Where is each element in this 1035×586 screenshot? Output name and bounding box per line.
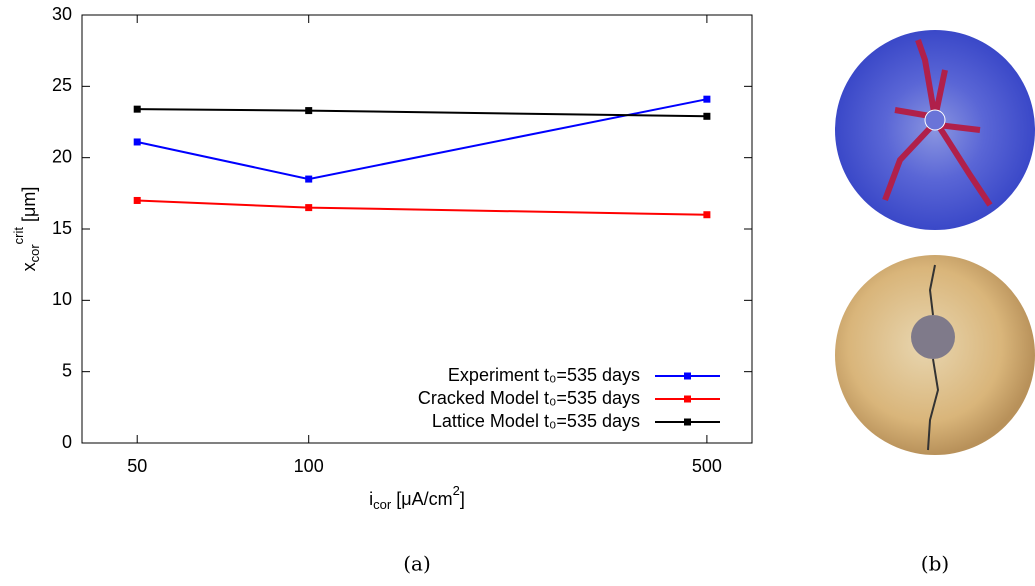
- x-tick-label: 50: [127, 456, 147, 476]
- point: [133, 196, 141, 204]
- y-tick-label: 25: [52, 75, 72, 95]
- legend-label: Lattice Model t₀=535 days: [432, 411, 640, 431]
- point: [133, 138, 141, 146]
- point: [305, 175, 313, 183]
- xlabel-part: ]: [460, 489, 465, 509]
- legend-marker: [684, 395, 691, 403]
- caption: (b): [921, 552, 949, 576]
- rebar-hole: [911, 315, 955, 359]
- ylabel-part: crit: [11, 227, 26, 245]
- caption: (a): [403, 552, 431, 576]
- xlabel-part: 2: [453, 483, 460, 498]
- y-tick-label: 15: [52, 218, 72, 238]
- plot-frame: [81, 14, 753, 444]
- x-tick-label: 100: [294, 456, 324, 476]
- y-tick-label: 0: [62, 432, 72, 452]
- x-tick-label: 500: [692, 456, 722, 476]
- xlabel-part: [μA/cm: [391, 489, 452, 509]
- photo-panel: [835, 30, 1035, 455]
- rebar-hole: [924, 109, 946, 131]
- point: [703, 112, 711, 120]
- ylabel-part: [μm]: [19, 187, 39, 227]
- series-line: [137, 108, 707, 118]
- point: [703, 95, 711, 103]
- y-tick-label: 5: [62, 360, 72, 380]
- crack: [927, 264, 940, 451]
- xlabel-part: cor: [373, 497, 392, 512]
- point: [703, 211, 711, 219]
- point: [305, 204, 313, 212]
- point: [305, 107, 313, 115]
- crack-pattern: [882, 39, 993, 207]
- point: [133, 105, 141, 113]
- y-tick-label: 10: [52, 289, 72, 309]
- xlabel-label: icor [μA/cm2]: [369, 483, 465, 512]
- y-tick-label: 30: [52, 4, 72, 24]
- legend-label: Cracked Model t₀=535 days: [418, 388, 640, 408]
- series-line: [137, 199, 707, 216]
- legend-marker: [684, 418, 691, 426]
- ylabel-label: xcorcrit [μm]: [11, 187, 42, 272]
- legend-marker: [684, 372, 691, 380]
- ylabel-part: cor: [27, 244, 42, 263]
- xlabel-part: i: [369, 489, 373, 509]
- legend-label: Experiment t₀=535 days: [448, 365, 640, 385]
- y-tick-label: 20: [52, 146, 72, 166]
- series-line: [136, 98, 708, 181]
- ylabel-part: x: [19, 262, 39, 271]
